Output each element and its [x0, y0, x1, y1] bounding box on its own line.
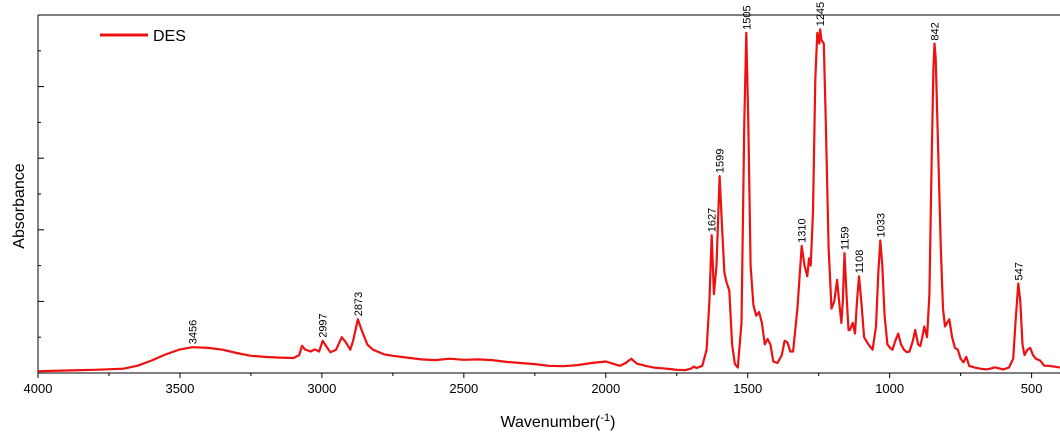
y-axis-title: Absorbance — [11, 163, 28, 248]
series-line-des — [37, 28, 1060, 373]
peak-label-1505: 1505 — [741, 5, 753, 29]
x-tick-label: 2000 — [591, 381, 620, 396]
peak-label-2873: 2873 — [353, 292, 365, 316]
x-tick-label: 1500 — [733, 381, 762, 396]
x-tick-label: 2500 — [449, 381, 478, 396]
x-tick-label: 3000 — [307, 381, 336, 396]
plot-area — [37, 14, 1060, 374]
peak-label-3456: 3456 — [187, 320, 199, 344]
peak-label-1245: 1245 — [815, 2, 827, 26]
peak-label-1310: 1310 — [797, 218, 809, 242]
x-axis-title: Wavenumber(-1) — [501, 412, 616, 431]
legend-label-des: DES — [153, 28, 186, 45]
x-tick-label: 500 — [1021, 381, 1043, 396]
peak-label-1159: 1159 — [840, 226, 852, 250]
peak-label-2997: 2997 — [318, 313, 330, 337]
x-axis-title-end: ) — [610, 414, 615, 431]
peak-label-842: 842 — [930, 22, 942, 40]
x-tick-label: 3500 — [165, 381, 194, 396]
legend: DES — [100, 28, 186, 45]
y-axis-ticks — [38, 14, 44, 374]
x-axis-title-main: Wavenumber( — [501, 414, 602, 431]
peak-label-1599: 1599 — [715, 149, 727, 173]
peak-label-1033: 1033 — [875, 213, 887, 237]
peak-label-1627: 1627 — [707, 208, 719, 232]
peak-label-1108: 1108 — [854, 250, 866, 274]
x-axis-title-superscript: -1 — [600, 412, 610, 424]
series-layer — [37, 28, 1060, 373]
x-axis-ticks: 4000 3500 3000 2500 2000 1500 1000 500 — [24, 373, 1043, 396]
x-tick-label: 1000 — [875, 381, 904, 396]
peak-annotations: 3456 2997 2873 1627 1599 1505 1310 1245 11591108… — [187, 2, 1025, 344]
x-tick-label: 4000 — [24, 381, 53, 396]
peak-label-547: 547 — [1013, 262, 1025, 280]
